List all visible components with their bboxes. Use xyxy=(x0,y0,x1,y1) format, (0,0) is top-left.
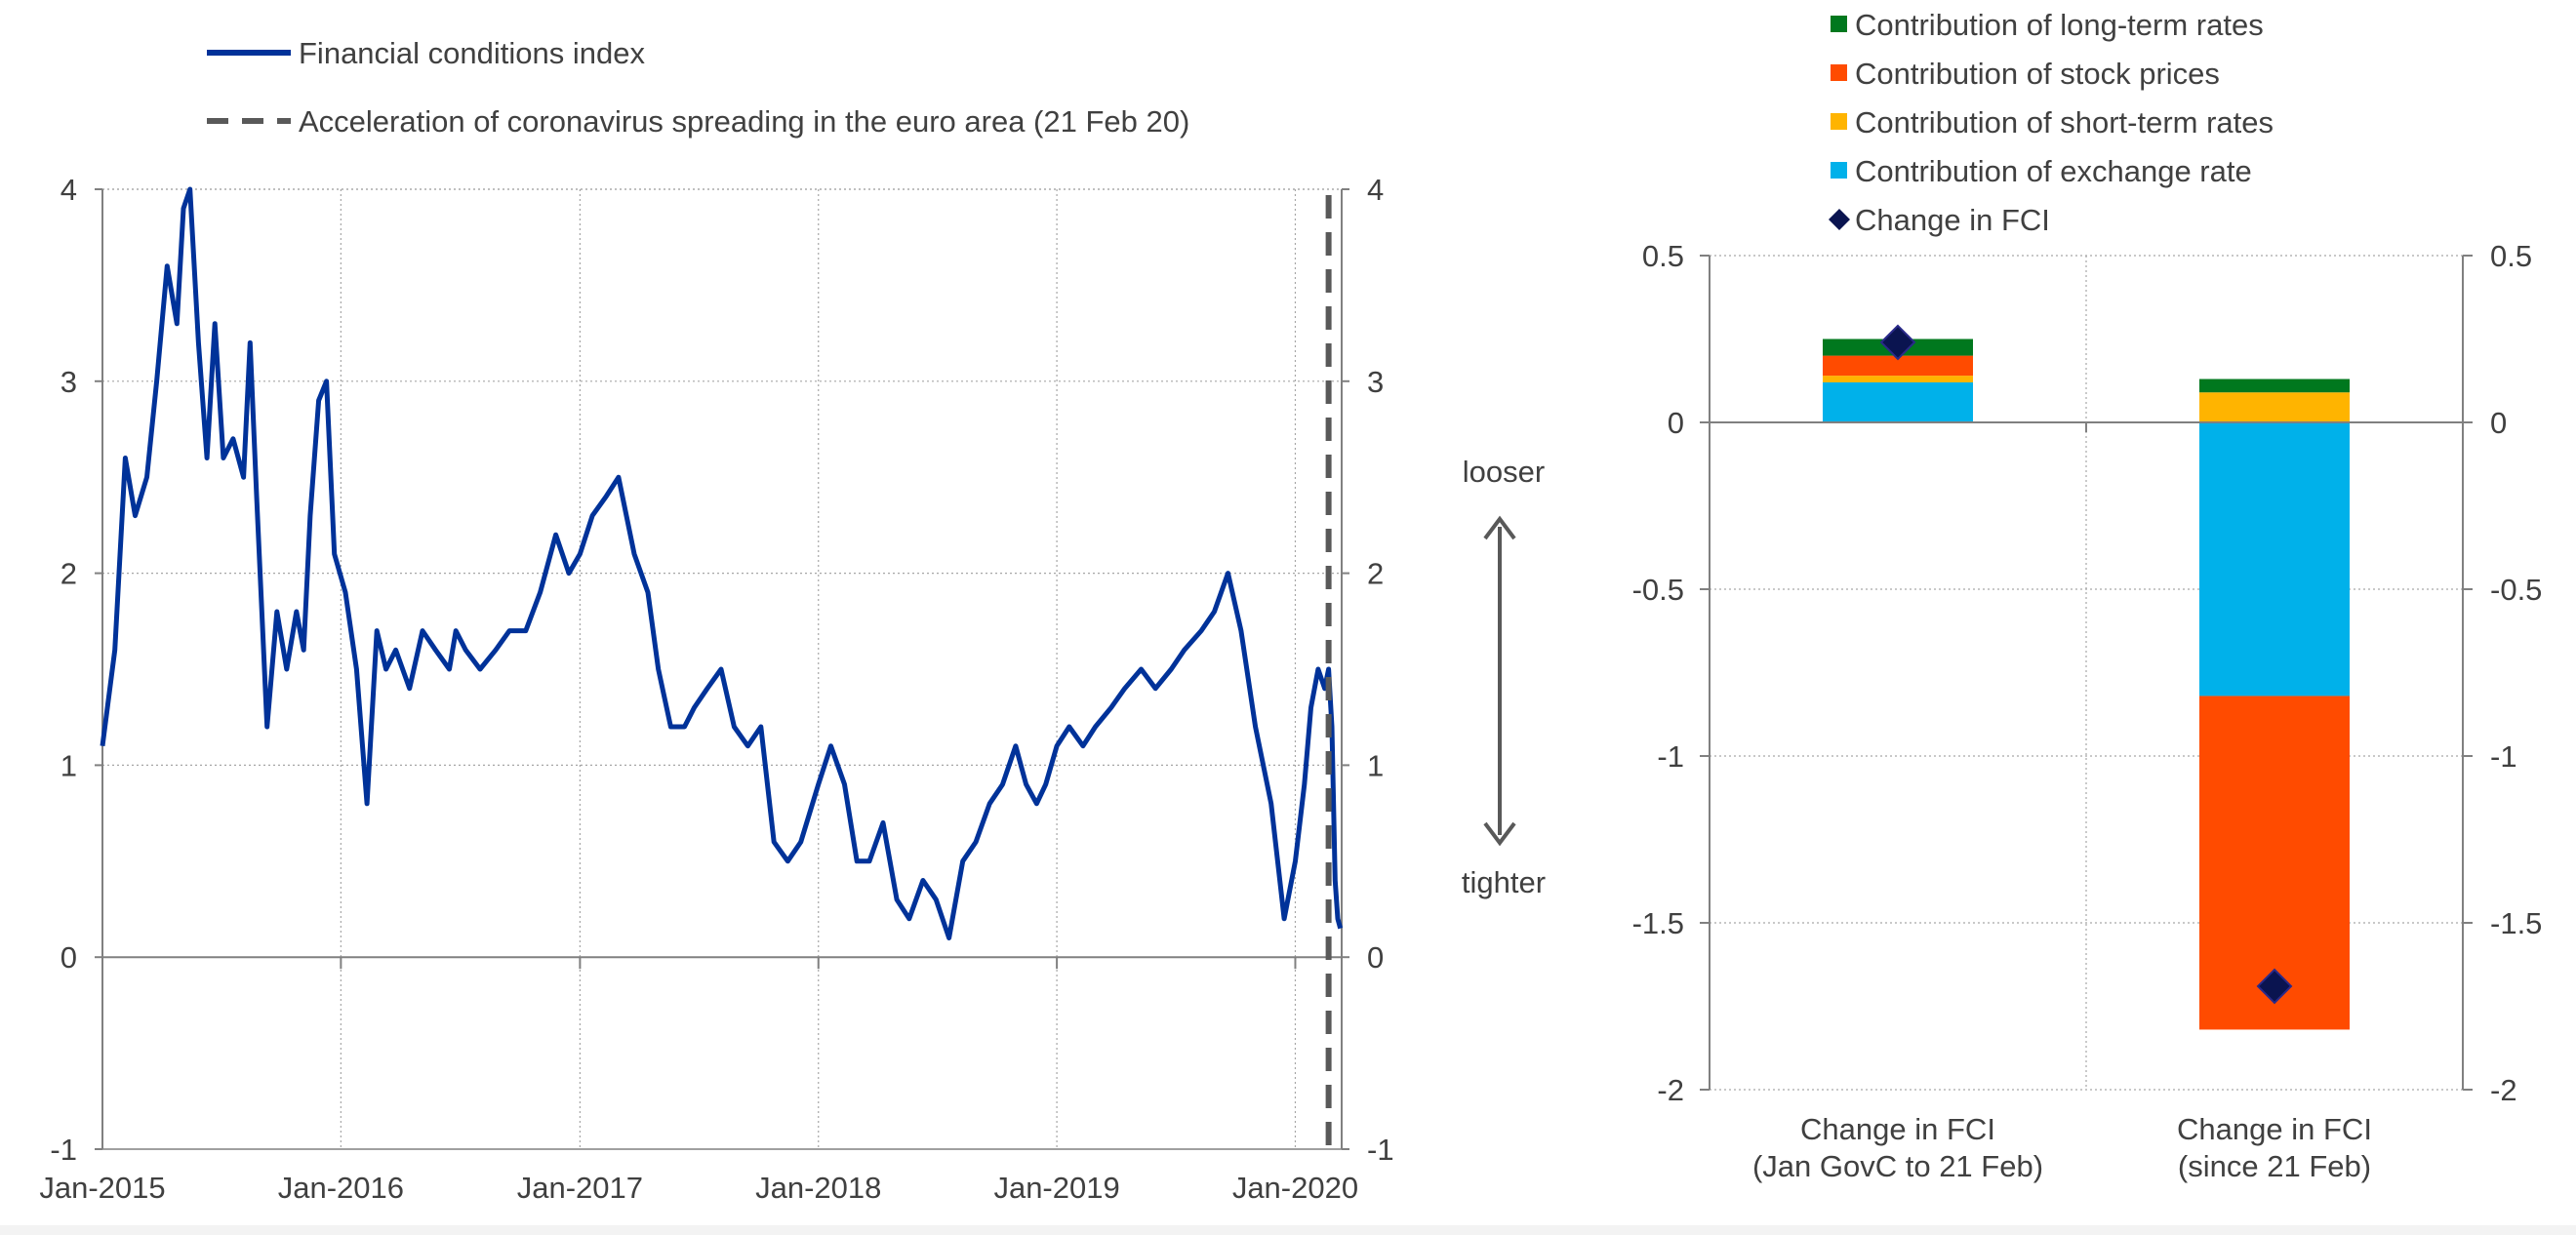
left-plot-area xyxy=(100,186,1344,1149)
bottom-strip xyxy=(0,1225,2576,1235)
bar-segment-contribution-of-exchange-rate xyxy=(2199,422,2350,697)
legend-label: Change in FCI xyxy=(1855,203,2050,237)
right-grid xyxy=(1710,255,2463,1091)
right-ytick-label: 1 xyxy=(1367,748,1384,782)
left-xtick-label: Jan-2018 xyxy=(755,1171,881,1205)
fci-change-diamond xyxy=(2256,968,2293,1005)
legend-label: Contribution of short-term rates xyxy=(1855,105,2274,139)
left-xtick-label: Jan-2016 xyxy=(278,1171,404,1205)
legend-swatch-contribution-of-exchange-rate xyxy=(1831,162,1847,179)
left-tick-labels: -1 -1 0 0 1 1 2 2 3 3 4 4 Jan-2015 Jan-2016 Jan-2017 Ja… xyxy=(39,173,1393,1205)
left-xtick-label: Jan-2020 xyxy=(1232,1171,1358,1205)
bar-segment-contribution-of-short-term-rates xyxy=(2199,392,2350,422)
right-chart: Contribution of long-term rates Contribut… xyxy=(1632,8,2543,1183)
bar-segment-contribution-of-short-term-rates xyxy=(1823,376,1973,382)
right-ytick-label: 2 xyxy=(1367,557,1384,591)
right-ytick-label: 0 xyxy=(1367,940,1384,975)
looser-label: looser xyxy=(1463,455,1545,489)
bar-segment-contribution-of-long-term-rates xyxy=(2199,378,2350,393)
left-ytick-label: 2 xyxy=(60,557,77,591)
legend-diamond-icon xyxy=(1829,209,1850,230)
right-bars xyxy=(1823,339,2350,1030)
right-axes xyxy=(1700,255,2473,1091)
left-axes xyxy=(95,188,1349,1150)
legend-label: Contribution of long-term rates xyxy=(1855,8,2264,42)
bar-segment-contribution-of-exchange-rate xyxy=(1823,381,1973,422)
bar-ytick-label-left: -1 xyxy=(1657,739,1684,774)
bar-segment-contribution-of-stock-prices xyxy=(1823,355,1973,377)
direction-annotation: looser tighter xyxy=(1462,455,1546,899)
right-points xyxy=(1879,324,2293,1005)
bar-ytick-label-left: -0.5 xyxy=(1632,573,1684,607)
right-ytick-label: 3 xyxy=(1367,365,1384,399)
bar-ytick-label-left: -2 xyxy=(1657,1073,1684,1107)
right-category-labels: Change in FCI(Jan GovC to 21 Feb)Change … xyxy=(1752,1112,2372,1183)
category-label-line1: Change in FCI xyxy=(1800,1112,1995,1146)
bar-ytick-label-right: 0 xyxy=(2490,406,2507,440)
right-legend: Contribution of long-term rates Contribut… xyxy=(1829,8,2274,237)
bar-ytick-label-right: 0.5 xyxy=(2490,239,2532,273)
left-ytick-label: 3 xyxy=(60,365,77,399)
category-label-line2: (Jan GovC to 21 Feb) xyxy=(1752,1149,2043,1183)
down-arrow-icon xyxy=(1483,821,1516,847)
left-legend-line-label: Financial conditions index xyxy=(299,36,645,70)
left-legend-vline-label: Acceleration of coronavirus spreading in… xyxy=(299,104,1189,139)
left-ytick-label: 1 xyxy=(60,748,77,782)
bar-ytick-label-left: -1.5 xyxy=(1632,906,1684,940)
right-ytick-label: 4 xyxy=(1367,173,1384,207)
left-xtick-label: Jan-2017 xyxy=(517,1171,643,1205)
right-tick-labels: 0.5 0.5 0 0 -0.5 -0.5 -1 -1 -1.5 -1.5 -2 -2 xyxy=(1632,239,2543,1107)
bar-ytick-label-right: -2 xyxy=(2490,1073,2517,1107)
left-ytick-label: -1 xyxy=(50,1133,77,1167)
bar-ytick-label-right: -0.5 xyxy=(2490,573,2542,607)
legend-swatch-contribution-of-stock-prices xyxy=(1831,64,1847,81)
fci-change-diamond xyxy=(1879,324,1916,361)
left-xtick-label: Jan-2015 xyxy=(39,1171,165,1205)
bar-ytick-label-left: 0.5 xyxy=(1642,239,1684,273)
category-label-line2: (since 21 Feb) xyxy=(2178,1149,2371,1183)
bar-ytick-label-right: -1.5 xyxy=(2490,906,2542,940)
legend-label: Contribution of exchange rate xyxy=(1855,154,2252,188)
bar-ytick-label-right: -1 xyxy=(2490,739,2517,774)
legend-swatch-contribution-of-long-term-rates xyxy=(1831,16,1847,32)
left-legend: Financial conditions index Acceleration … xyxy=(207,36,1189,139)
right-ytick-label: -1 xyxy=(1367,1133,1394,1167)
up-arrow-icon xyxy=(1483,515,1516,540)
legend-label: Contribution of stock prices xyxy=(1855,57,2220,91)
category-label-line1: Change in FCI xyxy=(2177,1112,2372,1146)
left-chart: Financial conditions index Acceleration … xyxy=(39,36,1393,1205)
left-ytick-label: 4 xyxy=(60,173,77,207)
left-xtick-label: Jan-2019 xyxy=(993,1171,1119,1205)
fci-line xyxy=(100,186,1344,940)
bar-ytick-label-left: 0 xyxy=(1668,406,1684,440)
legend-swatch-contribution-of-short-term-rates xyxy=(1831,113,1847,130)
tighter-label: tighter xyxy=(1462,865,1546,899)
left-ytick-label: 0 xyxy=(60,940,77,975)
